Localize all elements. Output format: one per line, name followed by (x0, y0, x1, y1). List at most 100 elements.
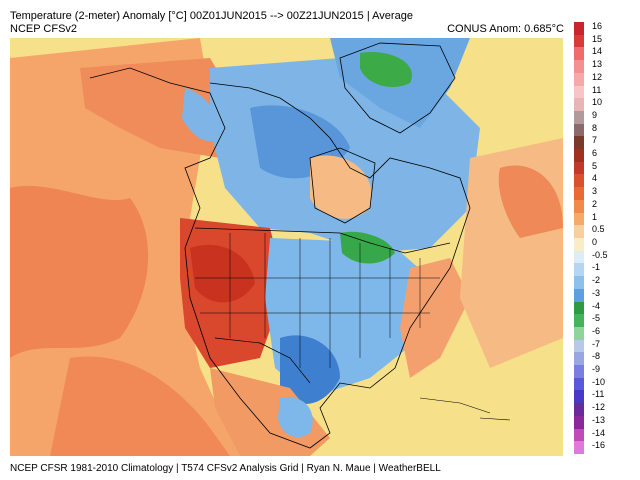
colorbar-swatch (574, 72, 584, 86)
colorbar-label: -14 (592, 427, 606, 438)
colorbar-entry: -5 (574, 313, 634, 327)
colorbar-swatch (574, 365, 584, 378)
colorbar-entry: 1 (574, 212, 634, 226)
colorbar-swatch (574, 47, 584, 61)
mexico-cool (278, 397, 313, 438)
colorbar-swatch (574, 136, 584, 150)
colorbar-swatch (574, 60, 584, 73)
colorbar-label: 9 (592, 109, 598, 120)
colorbar-label: 12 (592, 71, 603, 82)
colorbar-entry: 10 (574, 97, 634, 111)
colorbar-label: 13 (592, 59, 603, 70)
colorbar-swatch (574, 326, 584, 340)
greenland-cold-core (360, 52, 412, 88)
colorbar-swatch (574, 377, 584, 391)
colorbar-label: -6 (592, 325, 601, 336)
pacific-warm-south (50, 356, 230, 456)
colorbar-swatch (574, 199, 584, 213)
colorbar-label: 0 (592, 237, 598, 247)
conus-anomaly: CONUS Anom: 0.685°C (447, 23, 564, 35)
colorbar-label: -8 (592, 351, 601, 362)
map-title: Temperature (2-meter) Anomaly [°C] 00Z01… (10, 10, 413, 22)
texas-cool (280, 335, 340, 405)
colorbar-swatch (574, 22, 584, 35)
colorbar-label: -9 (592, 364, 601, 375)
colorbar-label: 4 (592, 173, 598, 184)
colorbar-label: 5 (592, 160, 598, 171)
pacific-warm-core (10, 185, 149, 358)
colorbar-swatch (574, 161, 584, 175)
colorbar-swatch (574, 352, 584, 366)
colorbar-swatch (574, 110, 584, 124)
colorbar-swatch (574, 34, 584, 48)
hudson-coast (309, 147, 376, 224)
colorbar-swatch (574, 225, 584, 238)
colorbar-entry: -1 (574, 262, 634, 277)
colorbar-swatch (574, 263, 584, 277)
colorbar-swatch (574, 250, 584, 264)
colorbar-label: 6 (592, 148, 598, 159)
colorbar-entry: -2 (574, 275, 634, 289)
greenland-coast (339, 42, 456, 134)
colorbar-label: -4 (592, 300, 601, 311)
colorbar-label: 8 (592, 122, 598, 133)
colorbar-label: -1 (592, 262, 601, 273)
colorbar-swatch (574, 123, 584, 137)
colorbar-swatch (574, 403, 584, 416)
colorbar-swatch (574, 85, 584, 99)
colorbar-label: -0.5 (592, 249, 608, 260)
colorbar-entry: 6 (574, 148, 634, 162)
colorbar-swatch (574, 314, 584, 327)
colorbar-swatch (574, 149, 584, 162)
colorbar-entry: 2 (574, 199, 634, 213)
colorbar-label: -13 (592, 414, 606, 425)
colorbar-entry: 16 (574, 21, 634, 35)
colorbar-entry: 13 (574, 59, 634, 73)
colorbar-entry: -7 (574, 339, 634, 353)
colorbar-entry: 5 (574, 160, 634, 175)
colorbar-swatch (574, 415, 584, 429)
colorbar-entry: -9 (574, 364, 634, 378)
colorbar-swatch (574, 212, 584, 226)
colorbar-swatch (574, 288, 584, 302)
colorbar-label: -11 (592, 389, 605, 400)
colorbar-entry: -16 (574, 440, 634, 454)
colorbar-label: 11 (592, 84, 602, 95)
us-mexico-border (214, 337, 311, 384)
colorbar-entry: -11 (574, 389, 634, 404)
colorbar-label: 7 (592, 135, 598, 146)
colorbar-swatch (574, 390, 584, 404)
colorbar-entry: 14 (574, 46, 634, 61)
colorbar-entry: 0 (574, 237, 634, 251)
colorbar-label: -2 (592, 275, 601, 286)
state-lines (195, 233, 440, 368)
colorbar-entry: 15 (574, 33, 634, 48)
colorbar-label: 14 (592, 46, 603, 57)
colorbar-label: -12 (592, 402, 606, 413)
colorbar-entry: -3 (574, 288, 634, 302)
colorbar-entry: -4 (574, 300, 634, 315)
colorbar-entry: -6 (574, 325, 634, 340)
colorbar-swatch (574, 98, 584, 111)
caribbean-islands (419, 397, 511, 421)
colorbar-legend: 16 15 14 13 12 11 10 9 8 7 6 5 4 3 2 1 0.5 0 -0.5 -1 -2 -3 -4-… (574, 21, 634, 454)
anomaly-map (10, 38, 563, 456)
colorbar-entry: 11 (574, 84, 634, 99)
colorbar-entry: 4 (574, 173, 634, 188)
colorbar-entry: 7 (574, 135, 634, 150)
east-coast-warm (400, 258, 470, 378)
colorbar-swatch (574, 441, 584, 454)
colorbar-label: 15 (592, 33, 603, 44)
atlantic-warm-core (498, 165, 563, 238)
great-lakes-cold (340, 231, 395, 264)
colorbar-entry: 0.5 (574, 224, 634, 238)
colorbar-label: 0.5 (592, 224, 605, 235)
colorbar-entry: -14 (574, 427, 634, 442)
colorbar-label: 10 (592, 97, 603, 108)
colorbar-label: 3 (592, 186, 598, 197)
colorbar-swatch (574, 276, 584, 289)
colorbar-entry: -10 (574, 377, 634, 391)
colorbar-label: 16 (592, 21, 603, 31)
colorbar-label: -16 (592, 440, 606, 451)
colorbar-entry: -8 (574, 351, 634, 366)
